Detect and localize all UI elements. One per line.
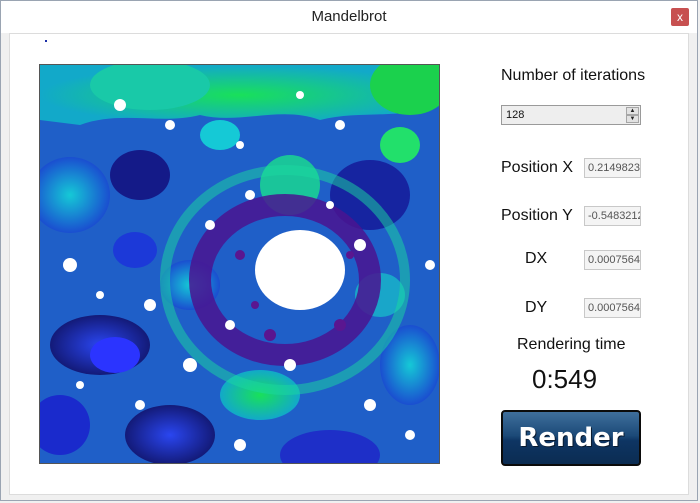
position-y-field[interactable]: -0.5483212 [584,206,641,226]
client-area: Number of iterations 128 ▲ ▼ Position X … [9,33,689,495]
iterations-label: Number of iterations [501,67,646,84]
decorative-dot [45,40,47,42]
fractal-canvas[interactable] [39,64,440,464]
iterations-value[interactable]: 128 [506,109,525,121]
title-bar[interactable]: Mandelbrot x [1,1,697,33]
render-button[interactable]: Render [501,410,641,466]
dx-label: DX [525,250,548,267]
window-title: Mandelbrot [311,8,387,25]
spin-up-icon[interactable]: ▲ [626,107,639,115]
rendering-time-value: 0:549 [532,364,598,394]
close-button[interactable]: x [671,8,689,26]
spinner-arrows[interactable]: ▲ ▼ [626,107,639,123]
spin-down-icon[interactable]: ▼ [626,115,639,123]
fractal-image [40,65,439,463]
dy-label: DY [525,299,548,316]
position-x-label: Position X [501,159,574,176]
position-x-field[interactable]: 0.2149823 [584,158,641,178]
position-y-label: Position Y [501,207,573,224]
dy-field[interactable]: 0.0007564 [584,298,641,318]
iterations-spinbox[interactable]: 128 ▲ ▼ [501,105,641,125]
rendering-time-label: Rendering time [517,336,626,353]
dx-field[interactable]: 0.0007564 [584,250,641,270]
